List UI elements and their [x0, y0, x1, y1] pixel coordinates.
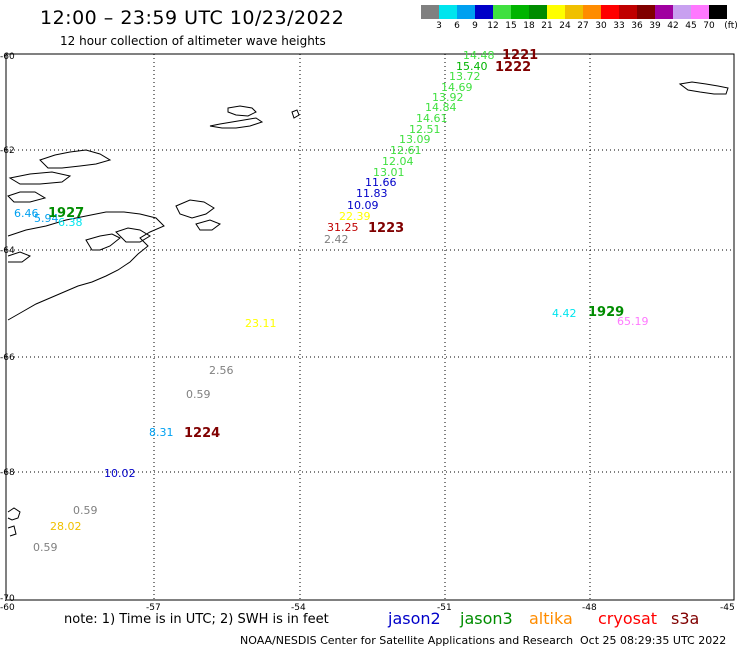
legend-label: 9: [472, 21, 478, 31]
wave-height-label: 8.31: [149, 426, 174, 439]
legend-swatch: [457, 5, 475, 19]
legend-swatch: [493, 5, 511, 19]
wave-height-label: 10.09: [347, 199, 379, 212]
legend-swatch: [655, 5, 673, 19]
legend-label: 70: [703, 21, 715, 31]
wave-height-label: 12.61: [390, 144, 422, 157]
lat-tick-label: -70: [0, 594, 15, 604]
wave-height-label: 11.66: [365, 176, 397, 189]
lon-tick-label: -51: [437, 603, 452, 613]
legend-swatch: [691, 5, 709, 19]
legend-label: 24: [559, 21, 571, 31]
wave-height-label: 10.02: [104, 467, 136, 480]
legend-swatch: [673, 5, 691, 19]
pass-time-label: 1929: [588, 305, 625, 320]
legend-label: 15: [505, 21, 517, 31]
satellite-name: jason2: [388, 609, 441, 628]
legend-swatch: [475, 5, 493, 19]
legend-swatch: [439, 5, 457, 19]
satellite-name: cryosat: [598, 609, 658, 628]
wave-height-label: 0.59: [186, 388, 211, 401]
legend-label: 45: [685, 21, 697, 31]
legend-swatch: [637, 5, 655, 19]
wave-height-label: 15.40: [456, 60, 488, 73]
legend-label: 6: [454, 21, 460, 31]
wave-height-label: 0.59: [73, 504, 98, 517]
wave-height-label: 6.46: [14, 207, 39, 220]
lon-tick-label: -48: [582, 603, 597, 613]
wave-height-label: 14.48: [463, 49, 495, 62]
map-frame: [5, 53, 735, 601]
satellite-name: s3a: [671, 609, 700, 628]
lat-tick-label: -66: [0, 353, 15, 363]
pass-time-label: 1221: [502, 48, 539, 63]
wave-height-label: 13.09: [399, 133, 431, 146]
wave-height-label: 5.94: [34, 212, 59, 225]
legend-swatch: [529, 5, 547, 19]
lat-tick-label: -68: [0, 468, 15, 478]
wave-height-label: 14.61: [416, 112, 448, 125]
lon-tick-label: -57: [146, 603, 161, 613]
legend-swatch: [421, 5, 439, 19]
wave-height-label: 22.39: [339, 210, 371, 223]
credit-line: NOAA/NESDIS Center for Satellite Applica…: [240, 634, 574, 647]
legend-label: 12: [487, 21, 499, 31]
wave-height-label: 13.01: [373, 166, 405, 179]
lon-tick-label: -45: [720, 603, 735, 613]
wave-height-label: 4.42: [552, 307, 577, 320]
legend-label: 39: [649, 21, 661, 31]
legend-label: 33: [613, 21, 625, 31]
lat-tick-label: -64: [0, 246, 15, 256]
legend-swatch: [601, 5, 619, 19]
lon-tick-label: -60: [0, 603, 15, 613]
legend-swatch: [511, 5, 529, 19]
generated-timestamp: Oct 25 08:29:35 UTC 2022: [580, 634, 727, 647]
lat-tick-label: -60: [0, 52, 15, 62]
legend-swatch: [565, 5, 583, 19]
wave-height-label: 28.02: [50, 520, 82, 533]
pass-time-label: 1927: [48, 206, 85, 221]
wave-height-label: 11.83: [356, 187, 388, 200]
wave-height-label: 14.84: [425, 101, 457, 114]
wave-height-label: 65.19: [617, 315, 649, 328]
chart-title: 12:00 – 23:59 UTC 10/23/2022: [40, 7, 345, 29]
lon-tick-label: -54: [291, 603, 306, 613]
graticule: [6, 54, 734, 600]
wave-height-label: 23.11: [245, 317, 277, 330]
legend-label: 3: [436, 21, 442, 31]
wave-height-label: 14.69: [441, 81, 473, 94]
footnote: note: 1) Time is in UTC; 2) SWH is in fe…: [64, 612, 329, 627]
chart-subtitle: 12 hour collection of altimeter wave hei…: [60, 34, 326, 48]
legend-swatch: [547, 5, 565, 19]
wave-height-label: 12.04: [382, 155, 414, 168]
wave-height-label: 2.42: [324, 233, 349, 246]
wave-height-label: 6.38: [58, 216, 83, 229]
legend-label: 30: [595, 21, 607, 31]
pass-time-label: 1222: [495, 60, 532, 75]
wave-height-label: 13.72: [449, 70, 481, 83]
legend-label: 27: [577, 21, 589, 31]
legend-label: 36: [631, 21, 643, 31]
legend-swatch: [619, 5, 637, 19]
pass-time-label: 1223: [368, 221, 405, 236]
satellite-name: altika: [529, 609, 573, 628]
legend-label: 42: [667, 21, 679, 31]
coastline: [7, 81, 729, 537]
lat-tick-label: -62: [0, 146, 15, 156]
wave-height-label: 2.56: [209, 364, 234, 377]
legend-swatch: [709, 5, 727, 19]
legend-swatch: [583, 5, 601, 19]
pass-time-label: 1224: [184, 426, 221, 441]
legend-label: 21: [541, 21, 553, 31]
legend-unit: (ft): [724, 21, 738, 31]
legend-label: 18: [523, 21, 535, 31]
wave-height-label: 31.25: [327, 221, 359, 234]
wave-height-label: 13.92: [432, 91, 464, 104]
satellite-name: jason3: [460, 609, 513, 628]
wave-height-label: 12.51: [409, 123, 441, 136]
wave-height-label: 0.59: [33, 541, 58, 554]
